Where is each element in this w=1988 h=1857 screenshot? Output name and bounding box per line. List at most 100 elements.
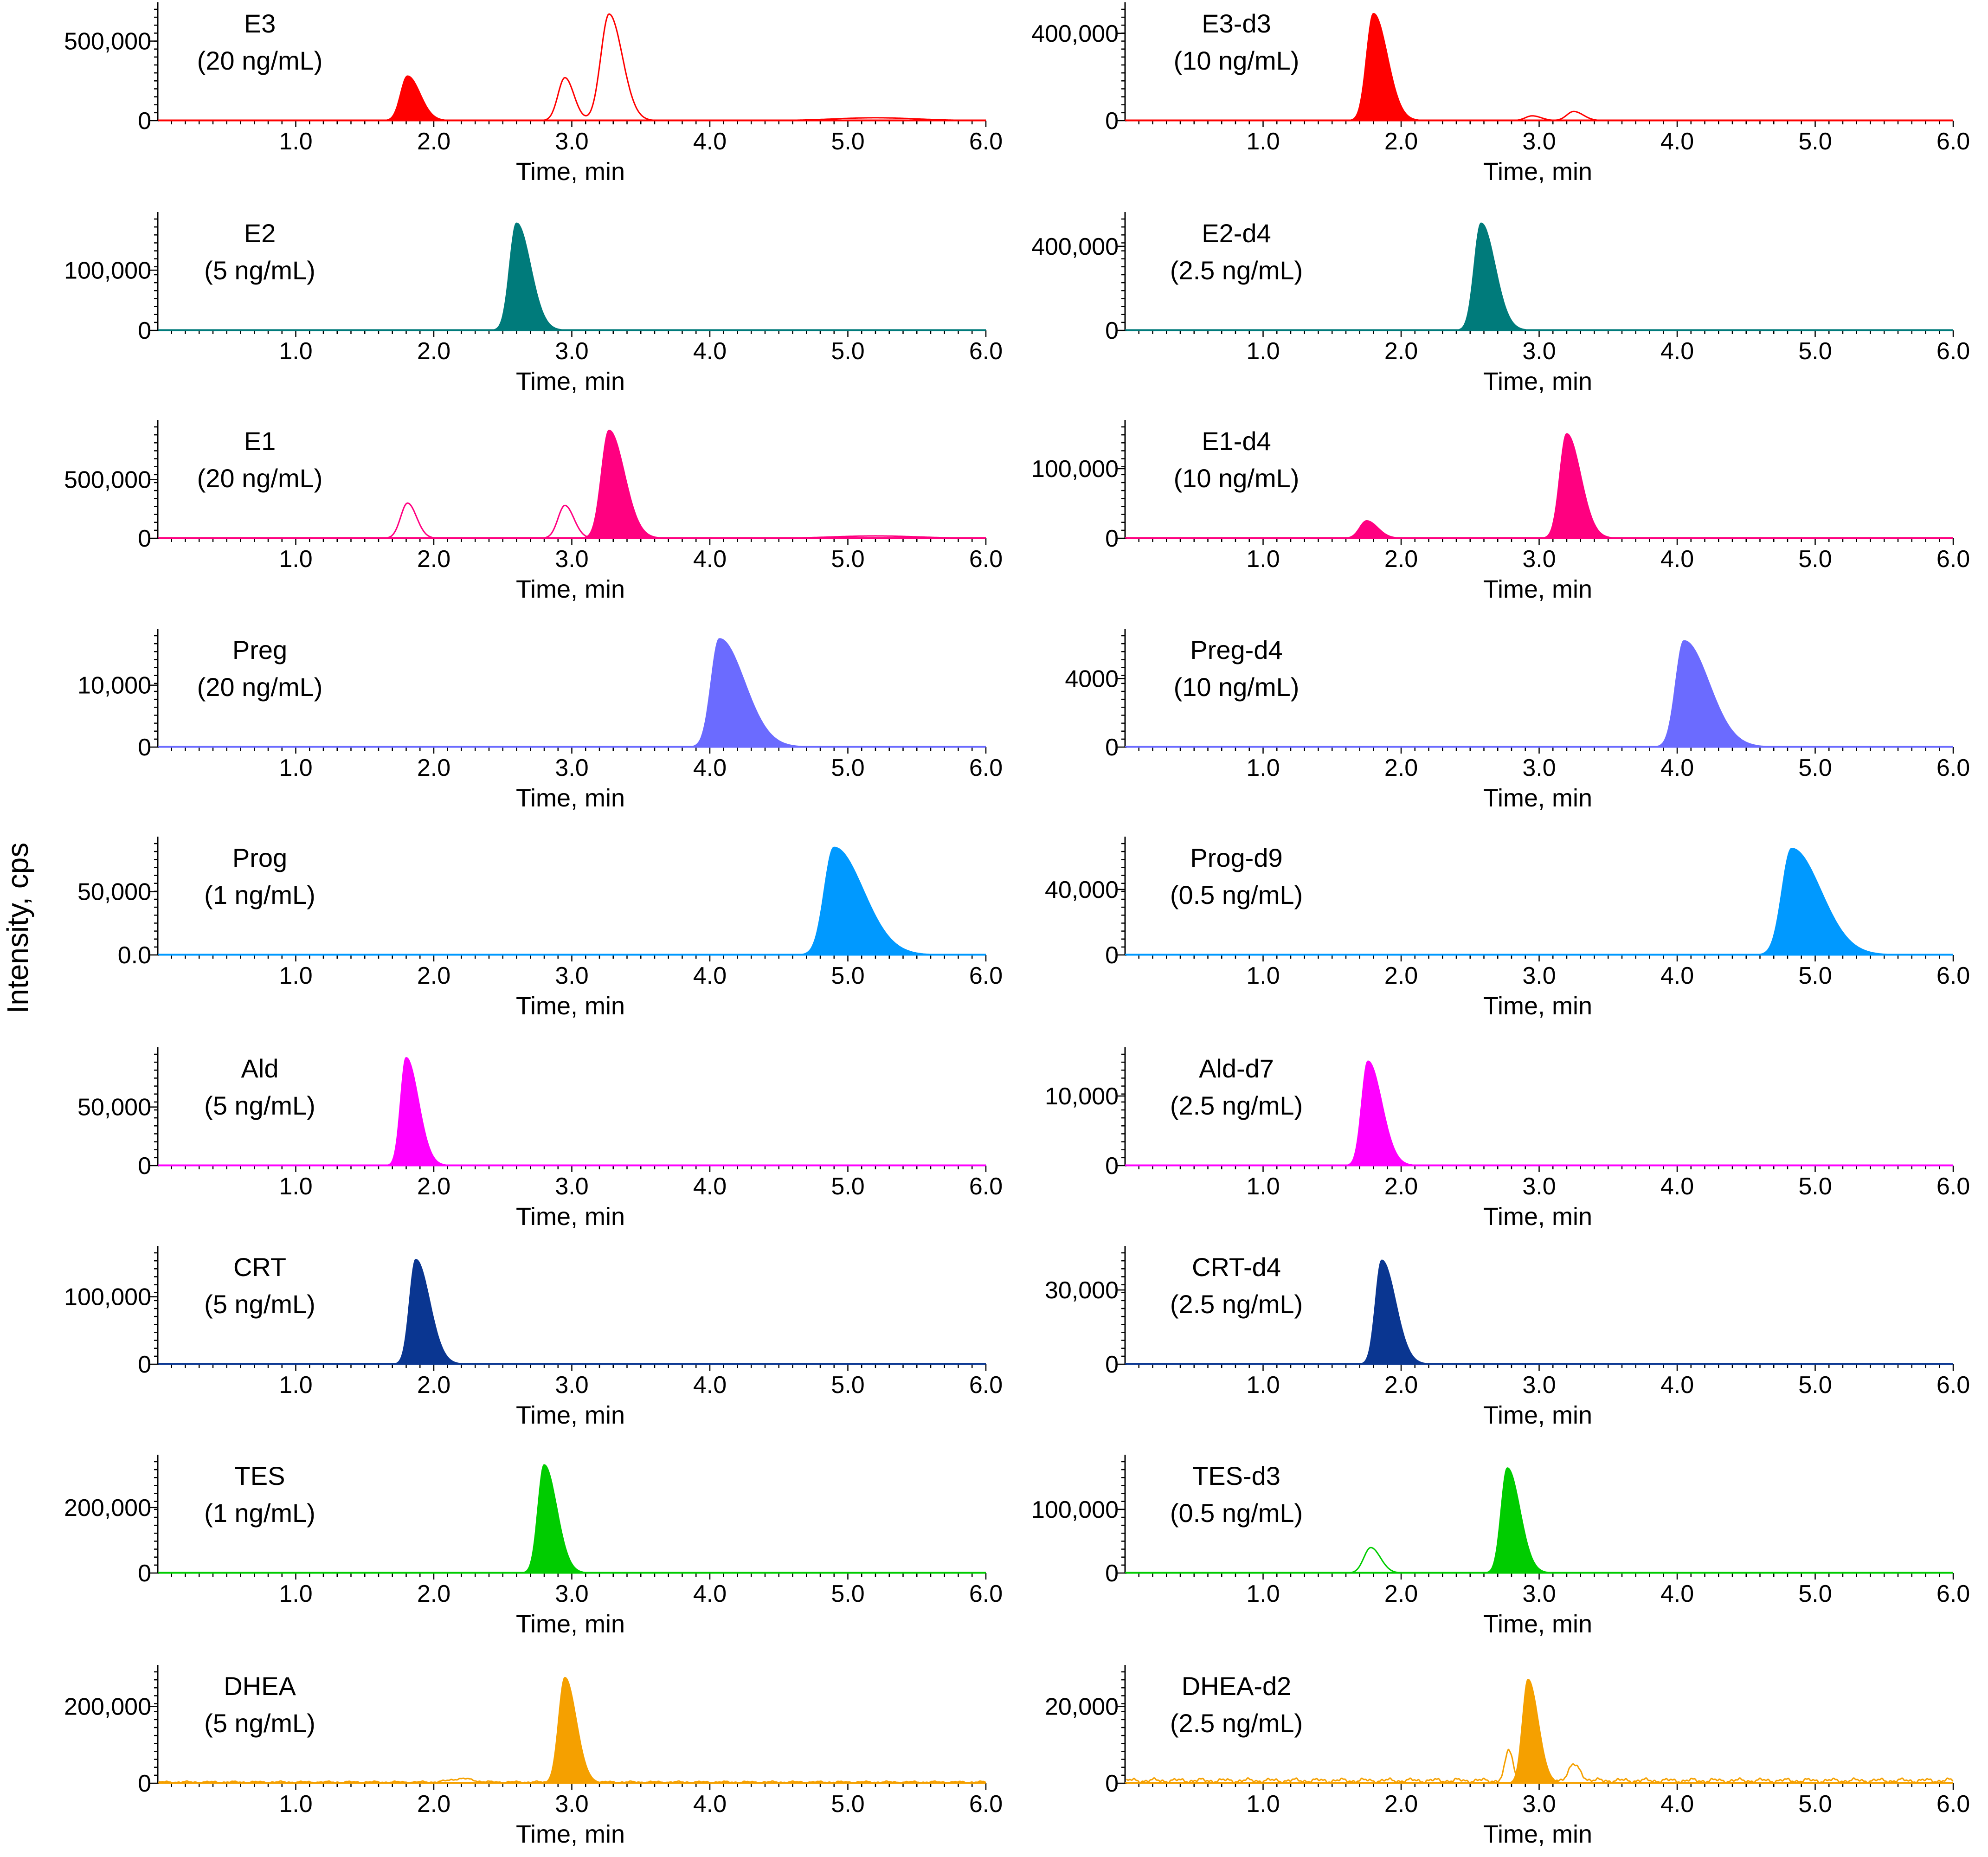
x-tick-label: 3.0 [555, 128, 588, 155]
chromatogram-preg-d4: 1.0 2.0 3.0 4.0 5.0 6.0 Time, min 0 4000 Preg-d4 (… [1065, 629, 1970, 812]
x-axis-title: Time, min [1483, 1203, 1592, 1231]
x-tick-label: 2.0 [417, 546, 450, 573]
x-tick-label: 1.0 [279, 128, 312, 155]
x-axis-title: Time, min [516, 992, 625, 1020]
trace-dhea-d2-1 [1126, 1748, 1954, 1784]
x-tick-label: 1.0 [1246, 1173, 1280, 1200]
y-tick-label: 50,000 [77, 1094, 151, 1121]
x-tick-label: 6.0 [1937, 1173, 1970, 1200]
x-tick-label: 6.0 [969, 962, 1003, 989]
x-tick-label: 2.0 [417, 1791, 450, 1818]
analyte-name: TES-d3 [1192, 1461, 1280, 1490]
analyte-concentration: (20 ng/mL) [197, 464, 323, 493]
analyte-concentration: (5 ng/mL) [204, 1091, 315, 1120]
x-tick-label: 5.0 [831, 1173, 864, 1200]
y-tick-label: 10,000 [77, 672, 151, 699]
x-tick-label: 3.0 [1522, 1173, 1556, 1200]
x-tick-label: 1.0 [279, 1580, 312, 1607]
x-axis-title: Time, min [1483, 1401, 1592, 1429]
y-tick-label: 200,000 [64, 1495, 151, 1522]
x-tick-label: 6.0 [969, 1173, 1003, 1200]
x-tick-label: 4.0 [1660, 1580, 1694, 1607]
y-tick-label: 0 [1105, 942, 1119, 969]
x-tick-label: 6.0 [969, 754, 1003, 781]
x-tick-label: 4.0 [1660, 338, 1694, 365]
x-tick-label: 2.0 [417, 962, 450, 989]
analyte-concentration: (2.5 ng/mL) [1170, 1091, 1303, 1120]
x-tick-label: 1.0 [1246, 128, 1280, 155]
x-tick-label: 6.0 [969, 546, 1003, 573]
y-tick-label: 0 [138, 525, 151, 552]
chromatogram-tes-d3: 1.0 2.0 3.0 4.0 5.0 6.0 Time, min 0 100,000 TES-d… [1031, 1455, 1970, 1638]
x-tick-label: 1.0 [1246, 1791, 1280, 1818]
x-tick-label: 5.0 [831, 338, 864, 365]
x-tick-label: 6.0 [1937, 962, 1970, 989]
x-axis-title: Time, min [516, 1820, 625, 1848]
analyte-concentration: (0.5 ng/mL) [1170, 880, 1303, 909]
x-axis-title: Time, min [1483, 992, 1592, 1020]
analyte-name: E2-d4 [1202, 219, 1271, 248]
analyte-name: TES [235, 1461, 285, 1490]
chromatogram-ald: 1.0 2.0 3.0 4.0 5.0 6.0 Time, min 0 50,000 Ald (5 … [77, 1047, 1003, 1231]
x-tick-label: 3.0 [1522, 546, 1556, 573]
x-tick-label: 2.0 [1384, 128, 1418, 155]
chromatogram-e2-d4: 1.0 2.0 3.0 4.0 5.0 6.0 Time, min 0 400,000 E2-d4… [1031, 212, 1970, 395]
y-tick-label: 0 [1105, 525, 1119, 552]
analyte-name: CRT [233, 1252, 286, 1282]
analyte-concentration: (20 ng/mL) [197, 46, 323, 75]
x-tick-label: 2.0 [417, 128, 450, 155]
y-tick-label: 0 [138, 1351, 151, 1378]
x-tick-label: 4.0 [693, 962, 727, 989]
analyte-concentration: (1 ng/mL) [204, 880, 315, 909]
analyte-concentration: (20 ng/mL) [197, 672, 323, 702]
x-tick-label: 4.0 [693, 1173, 727, 1200]
x-tick-label: 4.0 [1660, 1791, 1694, 1818]
analyte-name: E2 [244, 219, 276, 248]
x-axis-title: Time, min [1483, 368, 1592, 395]
chromatogram-ald-d7: 1.0 2.0 3.0 4.0 5.0 6.0 Time, min 0 10,000 Ald-d7… [1045, 1047, 1970, 1231]
x-tick-label: 5.0 [1798, 1791, 1832, 1818]
y-tick-label: 0 [138, 1153, 151, 1180]
x-tick-label: 5.0 [1798, 962, 1832, 989]
chromatogram-tes: 1.0 2.0 3.0 4.0 5.0 6.0 Time, min 0 200,000 TES (1… [64, 1455, 1003, 1638]
analyte-name: Preg [232, 635, 287, 664]
x-tick-label: 2.0 [1384, 546, 1418, 573]
y-tick-label: 0 [1105, 734, 1119, 761]
x-tick-label: 2.0 [417, 754, 450, 781]
x-tick-label: 5.0 [1798, 546, 1832, 573]
x-axis-title: Time, min [1483, 1820, 1592, 1848]
x-tick-label: 6.0 [1937, 128, 1970, 155]
analyte-concentration: (2.5 ng/mL) [1170, 1709, 1303, 1738]
y-tick-label: 20,000 [1045, 1693, 1119, 1720]
analyte-concentration: (10 ng/mL) [1174, 672, 1300, 702]
x-tick-label: 3.0 [555, 962, 588, 989]
analyte-name: CRT-d4 [1192, 1252, 1281, 1282]
y-tick-label: 50,000 [77, 879, 151, 906]
y-tick-label: 0 [138, 317, 151, 344]
x-tick-label: 2.0 [1384, 962, 1418, 989]
x-tick-label: 5.0 [1798, 128, 1832, 155]
x-tick-label: 3.0 [1522, 1372, 1556, 1399]
x-tick-label: 5.0 [1798, 338, 1832, 365]
x-tick-label: 3.0 [555, 754, 588, 781]
x-tick-label: 4.0 [1660, 546, 1694, 573]
x-tick-label: 2.0 [1384, 754, 1418, 781]
x-tick-label: 5.0 [831, 128, 864, 155]
x-axis-title: Time, min [516, 1203, 625, 1231]
x-tick-label: 2.0 [417, 1372, 450, 1399]
chromatogram-crt: 1.0 2.0 3.0 4.0 5.0 6.0 Time, min 0 100,000 CRT (5… [64, 1246, 1003, 1429]
x-tick-label: 2.0 [1384, 1791, 1418, 1818]
y-tick-label: 0 [138, 1770, 151, 1797]
x-axis-title: Time, min [516, 158, 625, 186]
x-axis-title: Time, min [1483, 1610, 1592, 1638]
x-tick-label: 5.0 [831, 962, 864, 989]
x-tick-label: 3.0 [1522, 1580, 1556, 1607]
x-tick-label: 2.0 [1384, 1372, 1418, 1399]
chromatogram-preg: 1.0 2.0 3.0 4.0 5.0 6.0 Time, min 0 10,000 Preg (2… [77, 629, 1003, 812]
chromatogram-dhea: 1.0 2.0 3.0 4.0 5.0 6.0 Time, min 0 200,000 DHEA (… [64, 1665, 1003, 1848]
trace-e1-1 [159, 502, 986, 539]
x-tick-label: 5.0 [1798, 1173, 1832, 1200]
y-tick-label: 0 [138, 734, 151, 761]
x-tick-label: 2.0 [1384, 1580, 1418, 1607]
